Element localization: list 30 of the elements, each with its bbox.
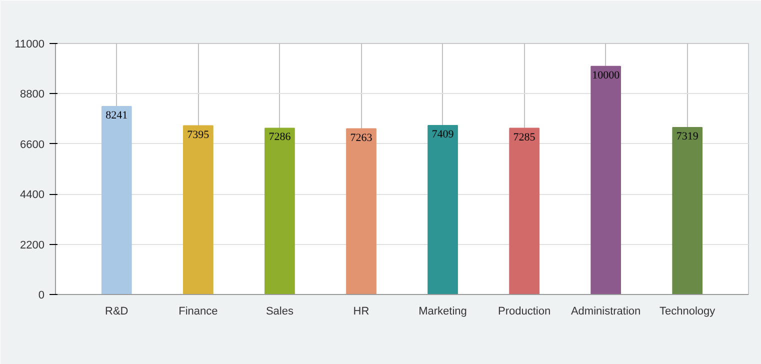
bar [264, 128, 295, 294]
bar [590, 66, 621, 294]
y-tick-label: 6600 [20, 138, 45, 151]
data-label: 7395 [187, 128, 210, 141]
x-tick-label: Sales [266, 306, 294, 318]
x-tick-label: R&D [105, 306, 128, 318]
y-tick-label: 8800 [20, 88, 45, 101]
y-tick-label: 4400 [20, 189, 45, 202]
data-label: 7263 [350, 132, 373, 144]
y-tick-label: 11000 [14, 38, 45, 50]
bar [346, 128, 376, 294]
x-tick-label: Marketing [418, 306, 467, 318]
x-tick-label: Finance [178, 306, 218, 318]
bar [101, 106, 132, 294]
x-tick-label: Technology [660, 306, 716, 318]
y-tick-label: 0 [38, 290, 45, 302]
bar [672, 126, 703, 294]
data-label: 8241 [106, 109, 128, 122]
x-tick-label: Production [498, 306, 551, 318]
bar [509, 128, 540, 294]
x-tick-label: Administration [570, 306, 641, 318]
data-label: 7319 [676, 130, 699, 142]
data-label: 7286 [268, 131, 292, 144]
bar [428, 124, 458, 294]
x-tick-label: HR [353, 306, 370, 318]
bar [183, 125, 214, 294]
data-label: 7285 [513, 131, 536, 144]
data-label: 10000 [592, 69, 620, 82]
data-label: 7409 [432, 128, 454, 140]
y-tick-label: 2200 [20, 239, 45, 252]
